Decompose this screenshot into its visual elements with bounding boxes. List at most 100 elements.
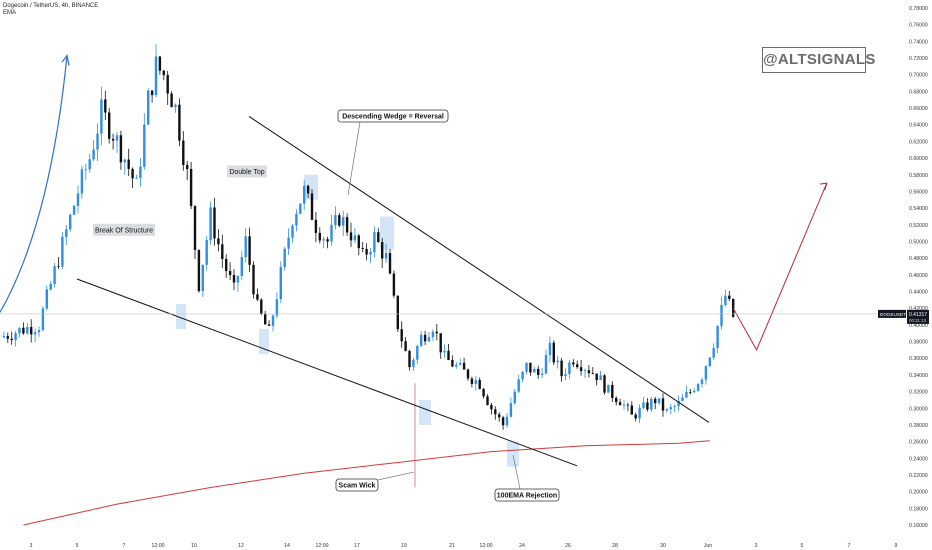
wedge-lower-line bbox=[76, 278, 578, 467]
candle-body bbox=[712, 347, 715, 358]
candle-body bbox=[205, 239, 208, 265]
candle-body bbox=[267, 324, 271, 326]
candle-body bbox=[225, 258, 228, 271]
candle-body bbox=[724, 295, 727, 306]
candle-body bbox=[244, 236, 247, 258]
candle-body bbox=[349, 232, 353, 241]
y-tick-label: 0.68000 bbox=[909, 89, 928, 95]
candle-body bbox=[377, 232, 380, 242]
candle-body bbox=[150, 90, 154, 96]
candle-body bbox=[673, 406, 676, 408]
double-top-label: Double Top bbox=[227, 165, 267, 178]
candle-body bbox=[373, 232, 376, 253]
candle-body bbox=[599, 375, 602, 381]
candle-body bbox=[650, 398, 653, 410]
candle-body bbox=[700, 379, 704, 385]
candle-body bbox=[470, 378, 474, 384]
double-top-label-box bbox=[227, 165, 267, 178]
descending-wedge-label-text: Descending Wedge = Reversal bbox=[342, 114, 444, 121]
projection-path bbox=[732, 182, 828, 352]
candle-body bbox=[49, 283, 52, 290]
candle-body bbox=[209, 207, 212, 240]
candle-body bbox=[704, 366, 708, 380]
candle-body bbox=[626, 404, 630, 406]
x-tick-label: 5 bbox=[76, 543, 79, 549]
candle-body bbox=[41, 308, 45, 331]
scam-wick-label-text: Scam Wick bbox=[339, 483, 376, 490]
candle-body bbox=[396, 295, 399, 330]
break-of-structure-label-box bbox=[93, 223, 155, 236]
candle-body bbox=[338, 215, 341, 226]
candle-body bbox=[420, 334, 423, 347]
double-top-label-text: Double Top bbox=[229, 169, 264, 176]
candle-body bbox=[404, 341, 407, 351]
highlight-box bbox=[419, 399, 431, 425]
x-tick-label: 12:00 bbox=[152, 543, 165, 549]
x-tick-label: 7 bbox=[848, 543, 851, 549]
candle-body bbox=[505, 416, 509, 426]
uptrend-arrowhead bbox=[61, 54, 70, 66]
candle-body bbox=[314, 219, 318, 233]
candle-body bbox=[72, 205, 76, 215]
highlight-box bbox=[259, 329, 269, 355]
candle-body bbox=[299, 203, 302, 214]
wedge-pointer bbox=[347, 121, 361, 196]
candle-body bbox=[228, 270, 232, 275]
candle-body bbox=[603, 375, 606, 393]
candle-body bbox=[529, 362, 532, 373]
y-tick-label: 0.74000 bbox=[909, 39, 928, 45]
candle-body bbox=[186, 164, 189, 169]
wedge-upper-line bbox=[248, 115, 710, 423]
candle-body bbox=[564, 374, 567, 377]
candle-body bbox=[583, 370, 587, 372]
candle-body bbox=[357, 235, 360, 249]
candle-body bbox=[587, 370, 591, 374]
y-tick-label: 0.18000 bbox=[909, 506, 928, 512]
x-tick-label: 28 bbox=[612, 543, 618, 549]
y-tick-label: 0.28000 bbox=[909, 423, 928, 429]
candle-body bbox=[61, 236, 64, 267]
highlight-box bbox=[176, 304, 186, 330]
candle-body bbox=[65, 229, 68, 237]
chart-title: Dogecoin / TetherUS, 4h, BINANCE bbox=[3, 3, 99, 9]
candle-body bbox=[681, 397, 684, 401]
candle-body bbox=[287, 237, 290, 249]
candle-body bbox=[264, 313, 267, 325]
candle-body bbox=[135, 177, 138, 179]
candle-body bbox=[427, 337, 431, 342]
candle-body bbox=[615, 397, 618, 403]
candle-body bbox=[131, 168, 134, 179]
ema-rejection-label: 100EMA Rejection bbox=[494, 488, 560, 502]
candle-body bbox=[260, 299, 263, 314]
y-tick-label: 0.64000 bbox=[909, 123, 928, 129]
candle-body bbox=[119, 135, 123, 163]
scam-wick-label-box bbox=[335, 478, 379, 492]
candle-body bbox=[435, 331, 438, 334]
y-tick-label: 0.40000 bbox=[909, 323, 928, 329]
candle-body bbox=[18, 327, 21, 334]
y-tick-label: 0.48000 bbox=[909, 256, 928, 262]
x-tick-label: 14 bbox=[284, 543, 290, 549]
candle-body bbox=[618, 402, 622, 406]
y-tick-label: 0.58000 bbox=[909, 173, 928, 179]
candle-body bbox=[252, 264, 255, 295]
candle-body bbox=[423, 334, 427, 342]
x-tick-label: 5 bbox=[801, 543, 804, 549]
candle-body bbox=[365, 248, 368, 255]
y-tick-label: 0.70000 bbox=[909, 73, 928, 79]
candle-body bbox=[166, 75, 169, 94]
candle-body bbox=[361, 248, 364, 249]
x-tick-label: 26 bbox=[565, 543, 571, 549]
candle-body bbox=[556, 360, 559, 363]
price-tag-value: 0.41317 bbox=[909, 312, 927, 318]
candle-body bbox=[466, 369, 470, 379]
y-tick-label: 0.20000 bbox=[909, 490, 928, 496]
candle-body bbox=[494, 409, 497, 415]
x-tick-label: 24 bbox=[519, 543, 525, 549]
y-tick-label: 0.56000 bbox=[909, 189, 928, 195]
candle-body bbox=[685, 391, 688, 398]
candle-body bbox=[677, 400, 680, 407]
candle-body bbox=[540, 373, 544, 375]
